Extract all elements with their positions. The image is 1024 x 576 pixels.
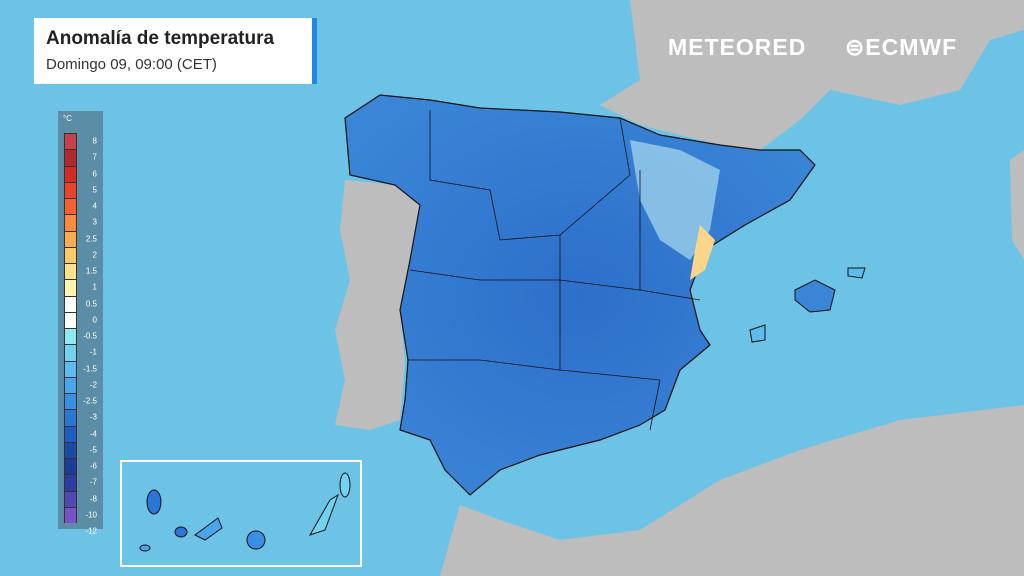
title-box: Anomalía de temperatura Domingo 09, 09:0… [34,18,317,84]
legend-label: 2.5 [85,234,97,244]
africa-land [440,405,1024,576]
legend-swatch [64,230,77,247]
legend-swatch [64,376,77,393]
meteored-logo: METEORED [668,34,807,60]
legend-swatch [64,311,77,328]
legend-label: 8 [92,136,97,146]
legend-label: -7 [89,477,97,487]
legend-swatch [64,295,77,312]
legend-swatch [64,393,77,410]
legend-swatch [64,490,77,507]
mallorca [794,279,836,313]
legend-label: -1 [89,347,97,357]
legend-label: -8 [89,494,97,504]
legend-label: 0 [92,315,97,325]
legend-swatch [64,181,77,198]
legend-swatch [64,441,77,458]
legend-swatch [64,263,77,280]
legend-label: -6 [89,461,97,471]
ecmwf-logo: ⊜ECMWF [845,34,957,61]
color-legend: °C 8 7 6 5 4 3 2.5 2 1.5 1 0.5 0 -0.5 -1 -1.5 -2 -2.5 -3 -… [58,111,103,536]
legend-swatch [64,409,77,426]
ibiza [749,324,766,343]
legend-swatch [64,214,77,231]
legend-label: 3 [92,217,97,227]
legend-label: 6 [92,169,97,179]
canary-islands-inset [120,460,362,567]
legend-label: -2 [89,380,97,390]
legend-swatch [64,165,77,182]
legend-label: 2 [92,250,97,260]
legend-swatch [64,458,77,475]
legend-swatch [64,149,77,166]
canary-islands [139,472,351,552]
legend-label: -1.5 [83,364,97,374]
legend-swatch [64,474,77,491]
legend-label: -3 [89,412,97,422]
map-subtitle: Domingo 09, 09:00 (CET) [46,56,217,73]
legend-swatch [64,360,77,377]
legend-label: -2.5 [83,396,97,406]
france-land [600,0,1024,150]
portugal-land [335,180,420,430]
legend-swatch [64,133,77,150]
legend-swatch [64,279,77,296]
menorca [847,267,866,279]
sardinia-land [1010,150,1024,260]
legend-label: 1.5 [85,266,97,276]
legend-swatch [64,246,77,263]
legend-unit: °C [63,114,72,123]
legend-label: 7 [92,152,97,162]
legend-swatch [64,506,77,523]
legend-label: -12 [85,526,97,536]
ecmwf-symbol-icon: ⊜ [845,34,866,60]
legend-label: -10 [85,510,97,520]
legend-label: 1 [92,282,97,292]
legend-label: -4 [89,429,97,439]
legend-label: -0.5 [83,331,97,341]
legend-swatch [64,198,77,215]
warm-patch-valencia [690,225,715,280]
map-title: Anomalía de temperatura [46,28,275,49]
legend-label: 5 [92,185,97,195]
region-borders [408,110,701,431]
legend-swatch [64,328,77,345]
legend-label: 0.5 [85,299,97,309]
ecmwf-text: ECMWF [865,34,958,60]
legend-swatch [64,425,77,442]
legend-swatch [64,344,77,361]
warm-patch-ebro [630,140,720,260]
spain-anomaly [344,94,816,496]
legend-label: -5 [89,445,97,455]
legend-label: 4 [92,201,97,211]
